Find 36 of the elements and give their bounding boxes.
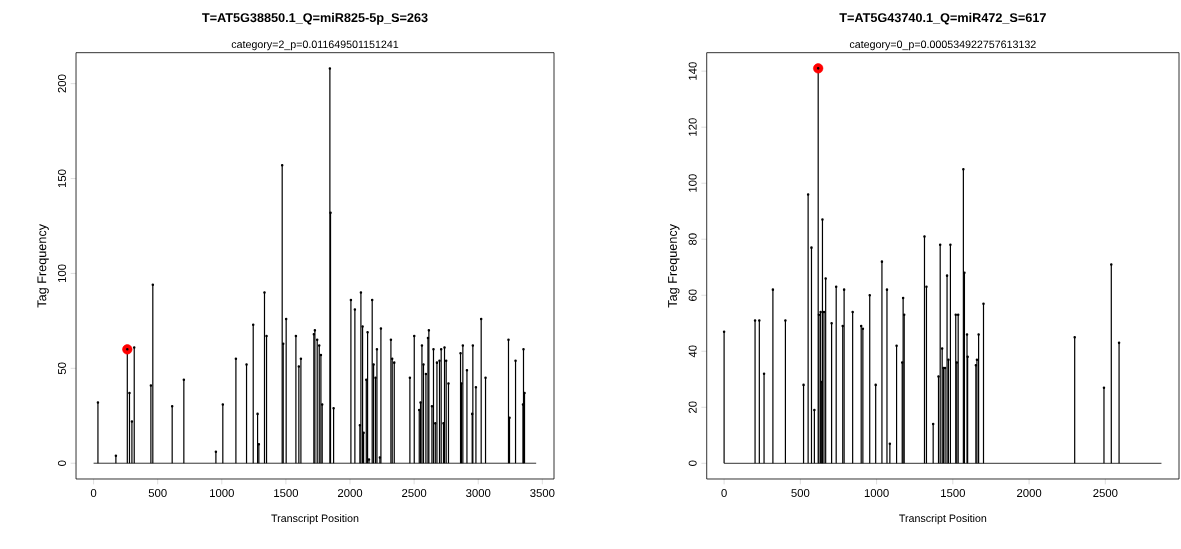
y-tick-label: 150 bbox=[57, 169, 66, 188]
y-tick-label: 40 bbox=[688, 345, 697, 358]
y-tick-label: 0 bbox=[57, 460, 66, 466]
y-tick-label: 100 bbox=[688, 174, 697, 192]
y-tick-label: 20 bbox=[688, 401, 697, 414]
y-tick-label: 80 bbox=[688, 233, 697, 246]
x-tick-label: 1500 bbox=[941, 489, 965, 498]
y-tick-label: 50 bbox=[57, 362, 66, 375]
point bbox=[813, 63, 824, 74]
x-tick-label: 3000 bbox=[466, 489, 491, 498]
x-tick-label: 0 bbox=[721, 489, 727, 498]
y-tick-label: 0 bbox=[688, 460, 697, 467]
y-axis-title: Tag Frequency bbox=[668, 223, 680, 308]
x-tick-label: 1500 bbox=[274, 489, 299, 498]
y-tick-label: 100 bbox=[57, 264, 66, 283]
x-tick-label: 2000 bbox=[1017, 489, 1042, 498]
x-tick-label: 2000 bbox=[337, 489, 363, 498]
chart-title: T=AT5G43740.1_Q=miR472_S=617 bbox=[839, 12, 1046, 25]
y-tick-label: 140 bbox=[688, 62, 697, 80]
x-tick-label: 500 bbox=[148, 489, 167, 498]
x-tick-label: 2500 bbox=[1093, 489, 1118, 498]
chart-title: T=AT5G38850.1_Q=miR825-5p_S=263 bbox=[202, 12, 428, 25]
x-tick-label: 500 bbox=[791, 489, 810, 498]
chart-subtitle: category=2_p=0.011649501151241 bbox=[231, 40, 399, 51]
x-axis-title: Transcript Position bbox=[271, 514, 359, 525]
x-tick-label: 3500 bbox=[530, 489, 555, 498]
y-tick-label: 200 bbox=[57, 74, 66, 93]
x-tick-label: 1000 bbox=[210, 489, 234, 498]
y-tick-label: 120 bbox=[688, 118, 697, 136]
x-tick-label: 0 bbox=[90, 489, 97, 498]
y-axis-title: Tag Frequency bbox=[37, 223, 49, 308]
x-axis-title: Transcript Position bbox=[899, 514, 987, 525]
chart-subtitle: category=0_p=0.000534922757613132 bbox=[849, 40, 1036, 51]
y-tick-label: 60 bbox=[688, 289, 697, 301]
x-tick-label: 2500 bbox=[402, 489, 427, 498]
x-tick-label: 1000 bbox=[864, 489, 889, 498]
